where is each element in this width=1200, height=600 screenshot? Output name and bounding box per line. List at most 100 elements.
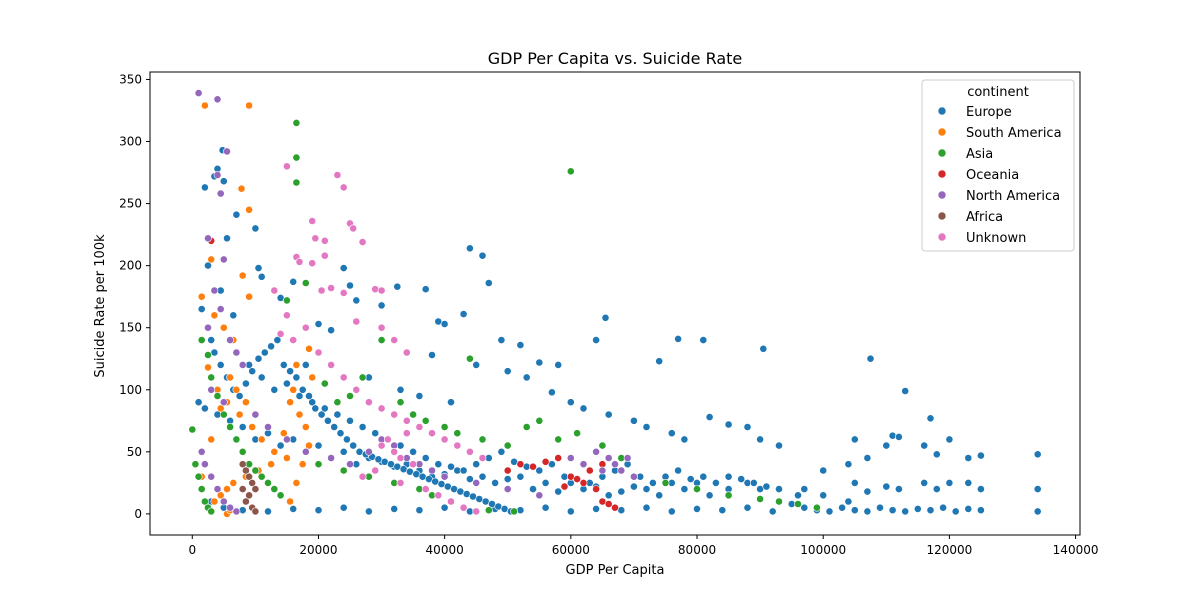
x-tick-label: 60000 xyxy=(552,543,590,557)
data-point xyxy=(377,336,386,344)
data-point xyxy=(478,435,487,444)
data-point xyxy=(333,410,342,419)
data-point xyxy=(617,466,626,475)
data-point xyxy=(604,491,613,500)
data-point xyxy=(245,205,253,214)
x-tick-label: 80000 xyxy=(678,543,716,557)
data-point xyxy=(491,478,499,487)
data-point xyxy=(592,336,600,344)
data-point xyxy=(346,460,354,469)
data-point xyxy=(292,119,301,127)
data-point xyxy=(213,95,222,104)
data-point xyxy=(282,311,291,320)
data-point xyxy=(503,441,512,450)
data-point xyxy=(254,354,263,363)
data-point xyxy=(932,450,941,459)
data-point xyxy=(264,423,272,431)
data-point xyxy=(453,429,462,438)
data-point xyxy=(204,363,212,372)
data-point xyxy=(204,351,212,359)
data-point xyxy=(497,447,506,456)
data-point xyxy=(207,336,216,344)
data-point xyxy=(440,472,449,481)
data-point xyxy=(447,462,455,471)
data-point xyxy=(317,286,326,295)
data-point xyxy=(421,454,430,462)
data-point xyxy=(257,272,266,281)
data-point xyxy=(604,500,613,508)
data-point xyxy=(459,503,468,512)
data-point xyxy=(298,385,307,394)
data-point xyxy=(238,506,247,515)
data-point xyxy=(257,435,266,444)
data-point xyxy=(516,460,525,469)
legend-marker xyxy=(937,148,947,158)
data-point xyxy=(219,410,228,419)
data-point xyxy=(292,360,301,369)
data-point xyxy=(926,414,935,423)
data-point xyxy=(235,392,244,400)
data-point xyxy=(289,385,298,394)
data-point xyxy=(484,506,493,515)
data-point xyxy=(699,336,708,344)
data-point xyxy=(257,373,266,382)
data-point xyxy=(434,460,443,469)
data-point xyxy=(383,435,392,444)
data-point xyxy=(248,367,257,376)
data-point xyxy=(472,507,481,516)
data-point xyxy=(346,281,354,290)
legend-label: Africa xyxy=(966,210,1003,225)
data-point xyxy=(295,410,304,419)
data-point xyxy=(541,478,550,487)
data-point xyxy=(320,379,329,388)
x-tick-label: 100000 xyxy=(800,543,846,557)
data-point xyxy=(901,507,910,516)
data-point xyxy=(876,503,884,512)
data-point xyxy=(472,360,481,369)
legend-marker xyxy=(937,190,947,200)
data-point xyxy=(377,404,386,413)
data-point xyxy=(535,491,544,500)
data-point xyxy=(289,504,298,513)
data-point xyxy=(301,323,310,332)
data-point xyxy=(548,388,556,397)
data-point xyxy=(301,360,310,369)
y-tick-label: 300 xyxy=(119,135,142,149)
data-point xyxy=(276,491,285,500)
data-point xyxy=(977,451,985,460)
data-point xyxy=(775,441,783,450)
data-point xyxy=(554,435,563,444)
data-point xyxy=(516,506,525,515)
y-tick-label: 50 xyxy=(127,445,142,459)
data-point xyxy=(920,441,929,450)
data-point xyxy=(415,392,424,400)
data-point xyxy=(197,485,206,493)
data-point xyxy=(308,259,317,268)
data-point xyxy=(617,487,626,496)
data-point xyxy=(573,429,581,438)
data-point xyxy=(516,472,525,481)
data-point xyxy=(241,398,250,407)
legend-label: South America xyxy=(966,126,1062,141)
data-point xyxy=(724,420,733,429)
data-point xyxy=(191,460,200,469)
data-point xyxy=(775,485,783,493)
data-point xyxy=(301,279,310,287)
data-point xyxy=(377,301,386,310)
data-point xyxy=(592,485,600,493)
data-point xyxy=(573,475,581,483)
data-point xyxy=(724,491,733,500)
data-point xyxy=(409,460,417,469)
data-point xyxy=(282,162,291,171)
data-point xyxy=(926,506,935,515)
data-point xyxy=(756,435,764,444)
data-point xyxy=(238,447,247,456)
data-point xyxy=(977,506,985,515)
data-point xyxy=(850,506,859,515)
data-point xyxy=(642,485,651,493)
data-point xyxy=(409,447,417,456)
data-point xyxy=(866,354,875,363)
data-point xyxy=(232,385,241,394)
chart-title: GDP Per Capita vs. Suicide Rate xyxy=(488,49,743,68)
